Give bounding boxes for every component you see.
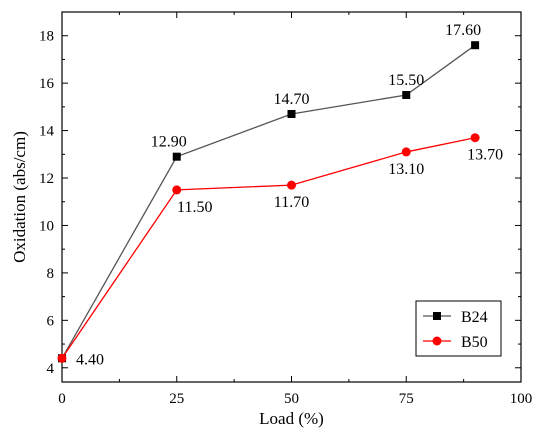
legend: B24 B50 bbox=[415, 300, 502, 357]
y-tick-label: 4 bbox=[47, 361, 55, 377]
series-layer bbox=[57, 41, 480, 363]
y-tick-label: 12 bbox=[39, 171, 54, 187]
data-label-b50: 11.70 bbox=[274, 194, 309, 211]
data-label-b24: 15.50 bbox=[388, 72, 424, 89]
legend-b24-marker bbox=[433, 312, 441, 320]
data-label-b24: 12.90 bbox=[151, 134, 187, 151]
legend-b50-label: B50 bbox=[461, 334, 488, 351]
data-label-b50: 13.10 bbox=[388, 161, 424, 178]
data-point-b24 bbox=[402, 91, 411, 100]
data-point-b24 bbox=[172, 152, 181, 161]
y-tick-label: 10 bbox=[39, 218, 54, 234]
data-point-b50 bbox=[57, 353, 67, 363]
series-line-b24 bbox=[61, 44, 476, 359]
x-tick-label: 50 bbox=[284, 391, 299, 407]
y-tick-label: 14 bbox=[39, 124, 55, 140]
data-point-b24 bbox=[287, 109, 296, 118]
axis-ticks: 0 25 50 75 100 4 6 8 10 12 14 16 18 bbox=[39, 12, 532, 407]
data-point-b50 bbox=[172, 185, 182, 195]
y-tick-label: 16 bbox=[39, 76, 55, 92]
y-tick-label: 6 bbox=[47, 313, 55, 329]
x-tick-label: 75 bbox=[399, 391, 414, 407]
data-labels: 12.90 14.70 15.50 17.60 4.40 11.50 11.70 13.10 1… bbox=[76, 22, 503, 368]
y-tick-label: 8 bbox=[47, 266, 55, 282]
data-label-b24: 14.70 bbox=[274, 91, 310, 108]
data-point-b50 bbox=[287, 180, 296, 190]
data-label-b50: 13.70 bbox=[467, 147, 503, 164]
y-tick-label: 18 bbox=[39, 29, 54, 45]
data-point-b50 bbox=[401, 147, 411, 157]
legend-b24-label: B24 bbox=[461, 309, 488, 326]
data-label-b50: 11.50 bbox=[177, 199, 212, 216]
x-axis-title: Load (%) bbox=[259, 409, 324, 428]
y-axis-title: Oxidation (abs/cm) bbox=[10, 131, 29, 263]
data-label-b24: 17.60 bbox=[445, 22, 481, 39]
legend-b50-marker bbox=[432, 336, 442, 346]
data-label-b50: 4.40 bbox=[76, 351, 104, 368]
data-point-b50 bbox=[470, 133, 480, 143]
x-tick-label: 25 bbox=[169, 391, 184, 407]
x-tick-label: 0 bbox=[58, 391, 66, 407]
data-point-b24 bbox=[471, 41, 480, 50]
x-tick-label: 100 bbox=[510, 391, 533, 407]
legend-box bbox=[415, 300, 502, 357]
